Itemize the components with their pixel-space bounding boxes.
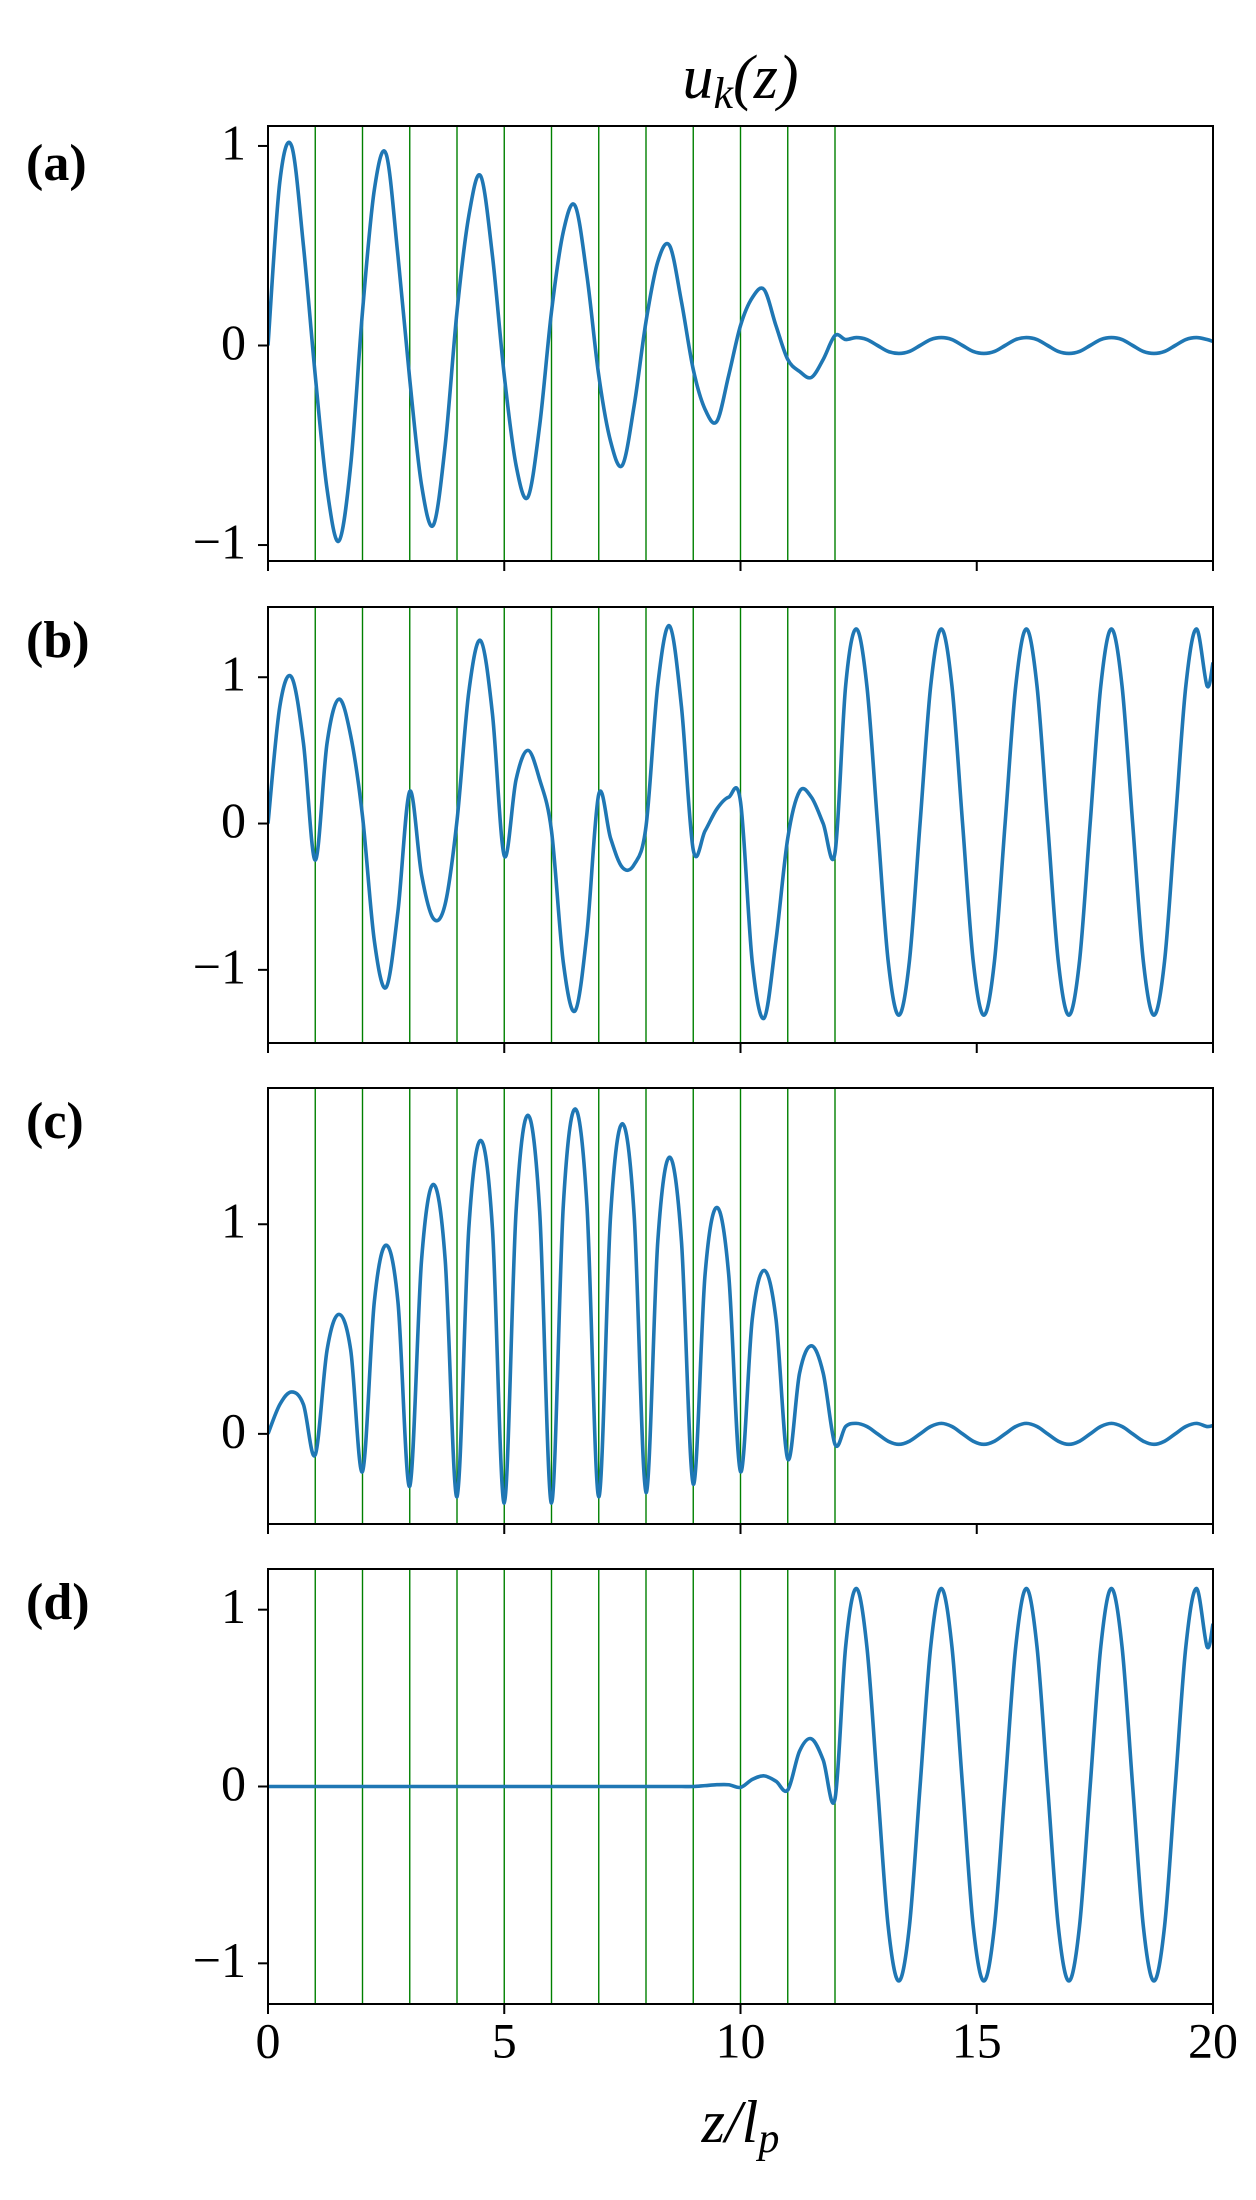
- x-tick-label: 0: [256, 2012, 281, 2068]
- y-tick-label: 0: [221, 314, 246, 370]
- y-tick-label: 1: [221, 1193, 246, 1249]
- panel-label: (a): [26, 135, 87, 192]
- xlabel-part: z/l: [701, 2089, 759, 2155]
- x-tick-label: 5: [492, 2012, 517, 2068]
- y-tick-label: 0: [221, 1402, 246, 1458]
- data-line: [268, 140, 1213, 543]
- x-tick-label: 20: [1188, 2012, 1238, 2068]
- y-tick-label: 1: [221, 114, 246, 170]
- x-tick-label: 15: [952, 2012, 1002, 2068]
- y-tick-label: −1: [193, 514, 246, 570]
- y-tick-label: 1: [221, 646, 246, 702]
- panel-label: (b): [26, 612, 90, 669]
- chart-title: uk(z): [683, 44, 799, 118]
- x-tick-label: 10: [716, 2012, 766, 2068]
- data-line: [268, 1586, 1213, 1983]
- xlabel-sub: p: [755, 2116, 779, 2162]
- data-line: [268, 1107, 1213, 1505]
- title-part: (z): [733, 44, 798, 112]
- x-axis-label: z/lp: [701, 2089, 780, 2162]
- y-tick-label: 1: [221, 1578, 246, 1634]
- title-part: u: [683, 44, 714, 112]
- title-sub: k: [714, 69, 735, 118]
- panel-label: (c): [26, 1093, 84, 1150]
- y-tick-label: 0: [221, 792, 246, 848]
- data-line: [268, 624, 1213, 1021]
- y-tick-label: −1: [193, 1932, 246, 1988]
- y-tick-label: −1: [193, 938, 246, 994]
- panel-label: (d): [26, 1574, 90, 1631]
- y-tick-label: 0: [221, 1755, 246, 1811]
